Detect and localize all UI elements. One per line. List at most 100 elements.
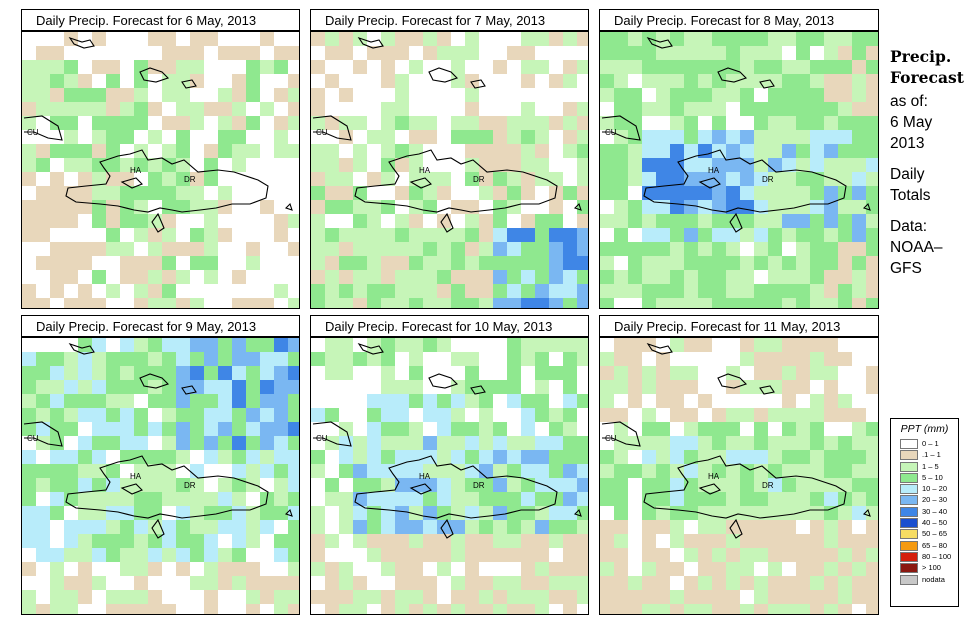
precip-cell [577, 548, 588, 562]
precip-cell [465, 74, 479, 88]
precip-cell [796, 422, 810, 436]
precip-cell [479, 284, 493, 298]
precip-cell [726, 186, 740, 200]
precip-cell [148, 590, 162, 604]
precip-cell [92, 548, 106, 562]
precip-cell [311, 158, 325, 172]
precip-cell [563, 422, 577, 436]
precip-cell [260, 366, 274, 380]
precip-cell [577, 562, 588, 576]
precip-cell [614, 436, 628, 450]
precip-cell [409, 576, 423, 590]
precip-cell [740, 604, 754, 614]
precip-cell [493, 60, 507, 74]
coastline [151, 212, 165, 233]
precip-cell [810, 158, 824, 172]
precip-cell [577, 228, 588, 242]
precip-cell [521, 228, 535, 242]
precip-cell [162, 366, 176, 380]
precip-cell [218, 436, 232, 450]
precip-cell [600, 214, 614, 228]
precip-cell [549, 338, 563, 352]
precip-cell [92, 200, 106, 214]
precip-cell [726, 298, 740, 308]
precip-cell [148, 186, 162, 200]
precip-cell [260, 102, 274, 116]
precip-cell [810, 576, 824, 590]
precip-cell [22, 74, 36, 88]
precip-cell [782, 520, 796, 534]
precip-cell [176, 130, 190, 144]
precip-cell [409, 200, 423, 214]
precip-cell [409, 284, 423, 298]
precip-cell [563, 380, 577, 394]
precip-cell [656, 242, 670, 256]
precip-cell [726, 60, 740, 74]
precip-cell [740, 352, 754, 366]
precip-cell [768, 242, 782, 256]
precip-cell [563, 394, 577, 408]
precip-cell [190, 60, 204, 74]
precip-cell [810, 88, 824, 102]
precip-cell [246, 604, 260, 614]
precip-cell [339, 520, 353, 534]
precip-cell [768, 88, 782, 102]
precip-cell [712, 576, 726, 590]
precip-cell [549, 74, 563, 88]
precip-cell [176, 186, 190, 200]
precip-cell [176, 422, 190, 436]
coastline [646, 36, 673, 49]
precip-cell [642, 478, 656, 492]
precip-cell [866, 116, 878, 130]
precip-cell [465, 576, 479, 590]
coastline [729, 212, 743, 233]
precip-cell [288, 562, 299, 576]
precip-cell [768, 590, 782, 604]
precip-cell [824, 242, 838, 256]
precip-cell [577, 32, 588, 46]
precip-cell [852, 492, 866, 506]
precip-cell [134, 492, 148, 506]
precip-cell [176, 478, 190, 492]
precip-cell [712, 270, 726, 284]
asof-date-line2: 2013 [890, 135, 925, 152]
precip-cell [493, 534, 507, 548]
precip-cell [437, 422, 451, 436]
precip-cell [754, 298, 768, 308]
precip-cell [311, 116, 325, 130]
precip-cell [866, 200, 878, 214]
precip-cell [106, 534, 120, 548]
precip-cell [204, 144, 218, 158]
precip-cell [190, 548, 204, 562]
precip-cell [92, 506, 106, 520]
precip-cell [493, 172, 507, 186]
precip-cell [614, 520, 628, 534]
precip-cell [409, 116, 423, 130]
precip-cell [479, 422, 493, 436]
precip-cell [838, 464, 852, 478]
precip-cell [600, 32, 614, 46]
coastline [284, 508, 293, 517]
precip-cell [614, 422, 628, 436]
precip-cell [120, 408, 134, 422]
precip-cell [134, 562, 148, 576]
precip-cell [684, 158, 698, 172]
precip-cell [852, 186, 866, 200]
precip-cell [642, 520, 656, 534]
precip-cell [246, 352, 260, 366]
precip-cell [866, 478, 878, 492]
precip-cell [274, 408, 288, 422]
precip-cell [395, 492, 409, 506]
precip-cell [162, 242, 176, 256]
precip-cell [451, 228, 465, 242]
precip-cell [176, 270, 190, 284]
precip-cell [838, 576, 852, 590]
precip-cell [381, 298, 395, 308]
precip-cell [78, 408, 92, 422]
precip-cell [465, 366, 479, 380]
precip-cell [381, 492, 395, 506]
precip-cell [577, 590, 588, 604]
precip-cell [246, 436, 260, 450]
